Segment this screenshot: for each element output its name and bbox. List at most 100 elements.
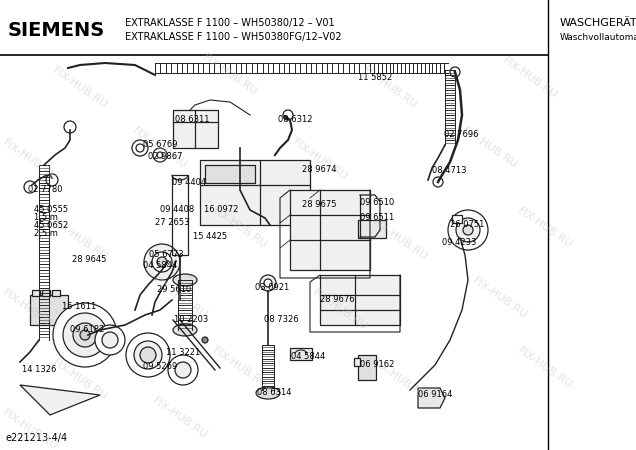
Text: 15 1611: 15 1611: [62, 302, 96, 311]
Text: 16 0972: 16 0972: [204, 205, 238, 214]
Polygon shape: [20, 385, 100, 415]
Text: 28 9645: 28 9645: [72, 255, 106, 264]
Text: FIX-HUB.RU: FIX-HUB.RU: [131, 126, 190, 171]
Ellipse shape: [173, 324, 197, 336]
Text: 26 0751: 26 0751: [450, 220, 485, 229]
Text: FIX-HUB.RU: FIX-HUB.RU: [151, 396, 209, 441]
Text: 2,5 m: 2,5 m: [34, 229, 58, 238]
Bar: [452, 215, 462, 223]
Text: 11 5852: 11 5852: [358, 73, 392, 82]
Bar: [358, 355, 376, 380]
Text: 45 0652: 45 0652: [34, 221, 68, 230]
Text: FIX-HUB.RU: FIX-HUB.RU: [51, 357, 109, 403]
Circle shape: [264, 279, 272, 287]
Circle shape: [152, 252, 172, 272]
Text: 1,5 m: 1,5 m: [34, 213, 58, 222]
Text: 08 6314: 08 6314: [257, 388, 291, 397]
Bar: [358, 220, 386, 238]
Circle shape: [450, 67, 460, 77]
Circle shape: [63, 313, 107, 357]
Text: 04 5844: 04 5844: [143, 261, 177, 270]
Text: 28 9674: 28 9674: [302, 165, 336, 174]
Text: FIX-HUB.RU: FIX-HUB.RU: [151, 275, 209, 320]
Text: FIX-HUB.RU: FIX-HUB.RU: [371, 357, 429, 403]
Text: 27 2653: 27 2653: [155, 218, 190, 227]
Bar: [290, 348, 312, 360]
Circle shape: [283, 110, 293, 120]
Circle shape: [24, 181, 36, 193]
Circle shape: [80, 330, 90, 340]
Text: FIX-HUB.RU: FIX-HUB.RU: [516, 346, 574, 391]
Text: 09 4233: 09 4233: [442, 238, 476, 247]
Text: FIX-HUB.RU: FIX-HUB.RU: [471, 275, 529, 320]
Text: WASCHGERÄTE: WASCHGERÄTE: [560, 18, 636, 28]
Text: FIX-HUB.RU: FIX-HUB.RU: [311, 288, 370, 333]
Text: 08 6312: 08 6312: [278, 115, 312, 124]
Text: 09 6510: 09 6510: [360, 198, 394, 207]
Ellipse shape: [173, 274, 197, 286]
Circle shape: [168, 355, 198, 385]
Circle shape: [134, 341, 162, 369]
Text: FIX-HUB.RU: FIX-HUB.RU: [51, 217, 109, 262]
Text: SIEMENS: SIEMENS: [8, 21, 105, 40]
Text: FIX-HUB.RU: FIX-HUB.RU: [51, 65, 109, 111]
Text: 28 9676: 28 9676: [320, 295, 355, 304]
Text: 02 7696: 02 7696: [444, 130, 478, 139]
Text: 08 4713: 08 4713: [432, 166, 466, 175]
Text: 11 3221: 11 3221: [166, 348, 200, 357]
Bar: [200, 160, 310, 225]
Text: 09 6182: 09 6182: [70, 325, 104, 334]
Circle shape: [132, 140, 148, 156]
Text: 08 7326: 08 7326: [264, 315, 299, 324]
Text: 08 6311: 08 6311: [175, 115, 209, 124]
Text: 09 5269: 09 5269: [143, 362, 177, 371]
Bar: [42, 290, 50, 296]
Text: FIX-HUB.RU: FIX-HUB.RU: [371, 217, 429, 262]
Text: FIX-HUB.RU: FIX-HUB.RU: [291, 137, 349, 183]
Text: FIX-HUB.RU: FIX-HUB.RU: [1, 137, 59, 183]
Text: 06 9164: 06 9164: [418, 390, 452, 399]
Bar: [290, 190, 370, 270]
Circle shape: [53, 303, 117, 367]
Circle shape: [157, 152, 163, 158]
Circle shape: [136, 144, 144, 152]
Text: 05 6773: 05 6773: [149, 250, 184, 259]
Text: FIX-HUB.RU: FIX-HUB.RU: [1, 288, 59, 333]
Text: FIX-HUB.RU: FIX-HUB.RU: [1, 407, 59, 450]
Text: e221213-4/4: e221213-4/4: [6, 433, 68, 443]
Text: 14 1326: 14 1326: [22, 365, 57, 374]
Bar: [30, 295, 68, 325]
Text: 09 6511: 09 6511: [360, 213, 394, 222]
Text: Waschvollautomaten: Waschvollautomaten: [560, 32, 636, 41]
Text: 45 0555: 45 0555: [34, 205, 68, 214]
Circle shape: [46, 174, 58, 186]
Bar: [354, 358, 360, 366]
Text: EXTRAKLASSE F 1100 – WH50380FG/12–V02: EXTRAKLASSE F 1100 – WH50380FG/12–V02: [125, 32, 342, 42]
Text: FIX-HUB.RU: FIX-HUB.RU: [201, 53, 259, 98]
Circle shape: [260, 275, 276, 291]
Circle shape: [202, 337, 208, 343]
Circle shape: [175, 362, 191, 378]
Circle shape: [448, 210, 488, 250]
Polygon shape: [418, 388, 445, 408]
Circle shape: [456, 218, 480, 242]
Text: 15 4425: 15 4425: [193, 232, 227, 241]
Circle shape: [463, 225, 473, 235]
Text: EXTRAKLASSE F 1100 – WH50380/12 – V01: EXTRAKLASSE F 1100 – WH50380/12 – V01: [125, 18, 335, 28]
Text: 29 5610: 29 5610: [157, 285, 191, 294]
Text: 02 9867: 02 9867: [148, 152, 183, 161]
Circle shape: [95, 325, 125, 355]
Circle shape: [153, 148, 167, 162]
Text: FIX-HUB.RU: FIX-HUB.RU: [501, 55, 559, 100]
Bar: [52, 290, 60, 296]
Circle shape: [144, 244, 180, 280]
Circle shape: [433, 177, 443, 187]
Bar: [32, 290, 40, 296]
Bar: [173, 110, 218, 148]
Text: 10 2203: 10 2203: [174, 315, 208, 324]
Text: 09 4408: 09 4408: [160, 205, 194, 214]
Circle shape: [126, 333, 170, 377]
Ellipse shape: [256, 387, 280, 399]
Text: 28 9675: 28 9675: [302, 200, 336, 209]
Circle shape: [140, 347, 156, 363]
